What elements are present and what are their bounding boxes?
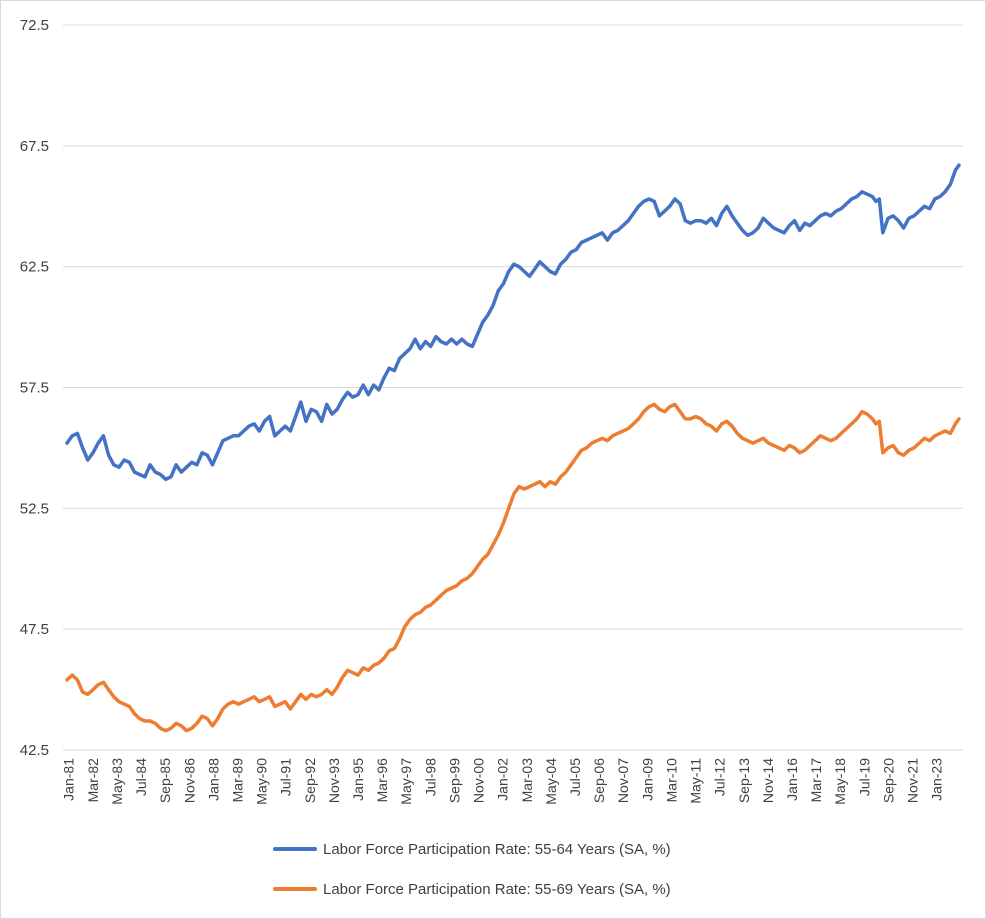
x-tick-label: Jan-16: [784, 758, 800, 801]
x-tick-label: May-11: [688, 758, 704, 804]
x-tick-label: Jul-91: [278, 758, 294, 796]
series-line-1: [65, 163, 961, 482]
y-tick-label: 52.5: [20, 500, 49, 517]
x-tick-label: Jul-12: [712, 758, 728, 796]
y-tick-label: 62.5: [20, 259, 49, 276]
legend-swatch-series-2: [273, 887, 317, 891]
x-tick-label: Jul-19: [856, 758, 872, 796]
x-tick-label: Mar-89: [229, 758, 245, 803]
y-tick-label: 47.5: [20, 621, 49, 638]
x-tick-label: May-83: [109, 758, 125, 805]
x-tick-label: Jan-09: [639, 758, 655, 801]
x-tick-label: Mar-96: [374, 758, 390, 803]
x-tick-label: Sep-06: [591, 758, 607, 803]
x-tick-label: Mar-10: [663, 758, 679, 803]
x-tick-label: Nov-14: [760, 758, 776, 803]
x-tick-label: Mar-17: [808, 758, 824, 803]
x-tick-label: May-97: [398, 758, 414, 805]
legend-label-series-1: Labor Force Participation Rate: 55-64 Ye…: [323, 840, 671, 858]
x-tick-label: Jul-98: [422, 758, 438, 796]
y-tick-label: 42.5: [20, 742, 49, 759]
x-tick-label: Nov-00: [471, 758, 487, 803]
x-tick-label: Nov-21: [905, 758, 921, 803]
x-tick-label: Jan-23: [929, 758, 945, 801]
legend-swatch-series-1: [273, 847, 317, 851]
x-tick-label: Nov-86: [181, 758, 197, 803]
x-tick-label: Jul-05: [567, 758, 583, 796]
x-tick-label: Jan-95: [350, 758, 366, 801]
series-line-2: [65, 402, 961, 733]
x-tick-label: Nov-93: [326, 758, 342, 803]
x-tick-label: Jul-84: [133, 758, 149, 796]
x-tick-label: May-90: [254, 758, 270, 805]
y-axis-ticks: 42.5 47.5 52.5 57.5 62.5 67.5 72.5: [20, 17, 49, 759]
y-tick-label: 57.5: [20, 380, 49, 397]
x-tick-label: Jan-88: [205, 758, 221, 801]
x-tick-label: Mar-03: [519, 758, 535, 803]
x-tick-label: Jan-02: [495, 758, 511, 801]
x-tick-label: Sep-85: [157, 758, 173, 803]
gridlines: [63, 24, 963, 751]
x-tick-label: Sep-99: [446, 758, 462, 803]
x-tick-label: Mar-82: [85, 758, 101, 803]
y-tick-label: 67.5: [20, 138, 49, 155]
x-axis-ticks: Jan-81 Mar-82 May-83 Jul-84 Sep-85 Nov-86 Jan-…: [61, 758, 945, 805]
x-tick-label: Sep-13: [736, 758, 752, 803]
x-tick-label: Sep-92: [302, 758, 318, 803]
legend-label-series-2: Labor Force Participation Rate: 55-69 Ye…: [323, 880, 671, 898]
series-lines: [65, 163, 961, 733]
legend-item-series-2[interactable]: Labor Force Participation Rate: 55-69 Ye…: [273, 879, 671, 899]
x-tick-label: Jan-81: [61, 758, 77, 801]
x-tick-label: Sep-20: [880, 758, 896, 803]
x-tick-label: Nov-07: [615, 758, 631, 803]
x-tick-label: May-18: [832, 758, 848, 805]
legend-item-series-1[interactable]: Labor Force Participation Rate: 55-64 Ye…: [273, 839, 671, 859]
y-tick-label: 72.5: [20, 17, 49, 34]
x-tick-label: May-04: [543, 758, 559, 805]
